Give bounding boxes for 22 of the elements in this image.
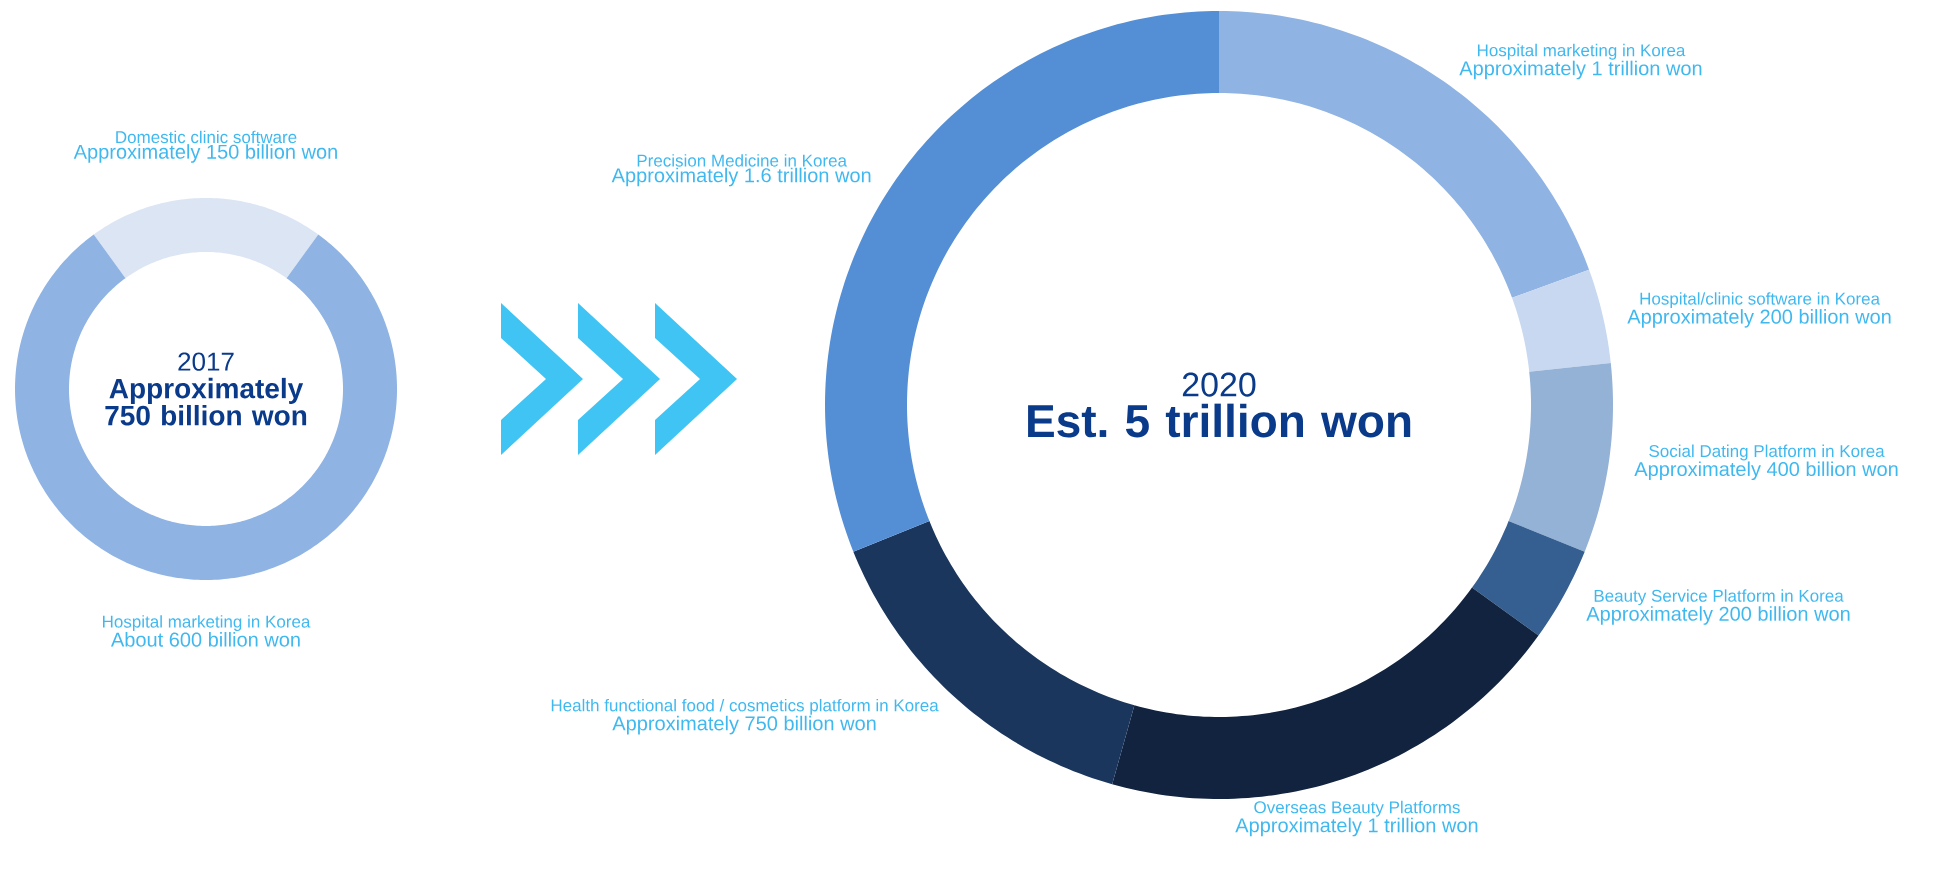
slice-label: Hospital marketing in Korea: [1477, 43, 1686, 60]
data-label: Approximately 400 billion won: [1634, 461, 1898, 481]
data-label: About 600 billion won: [110, 632, 300, 647]
data-label: Approximately 1 trillion won: [1235, 817, 1478, 837]
data-label: Approximately 750 billion won: [612, 715, 876, 735]
data-label: Approximately 150 billion won: [73, 144, 337, 163]
text: Est. 5 trillion won: [1028, 403, 1411, 438]
slice-label: Hospital/clinic software in Korea: [1640, 292, 1881, 309]
text: Approximately 750 billion won: [105, 377, 307, 426]
data-label: Approximately 1.6 trillion won: [611, 167, 871, 187]
slice-label: Hospital marketing in Korea: [102, 615, 311, 632]
data-label: Approximately 200 billion won: [1586, 606, 1850, 625]
slice-label: Precision Medicine in Korea: [637, 154, 847, 167]
slice-label: Overseas Beauty Platforms: [1254, 800, 1460, 817]
slice-label: Health functional food / cosmetics platform in Korea: [551, 698, 939, 715]
data-label: Approximately 200 billion won: [1627, 309, 1891, 328]
slice-label: Beauty Service Platform in Korea: [1594, 589, 1844, 606]
text: 2017: [178, 352, 234, 371]
slice-label: Social Dating Platform in Korea: [1649, 444, 1885, 461]
data-label: Approximately 1 trillion won: [1459, 60, 1702, 80]
slice-label: Domestic clinic software: [116, 130, 297, 144]
text: 2020: [1182, 372, 1256, 397]
